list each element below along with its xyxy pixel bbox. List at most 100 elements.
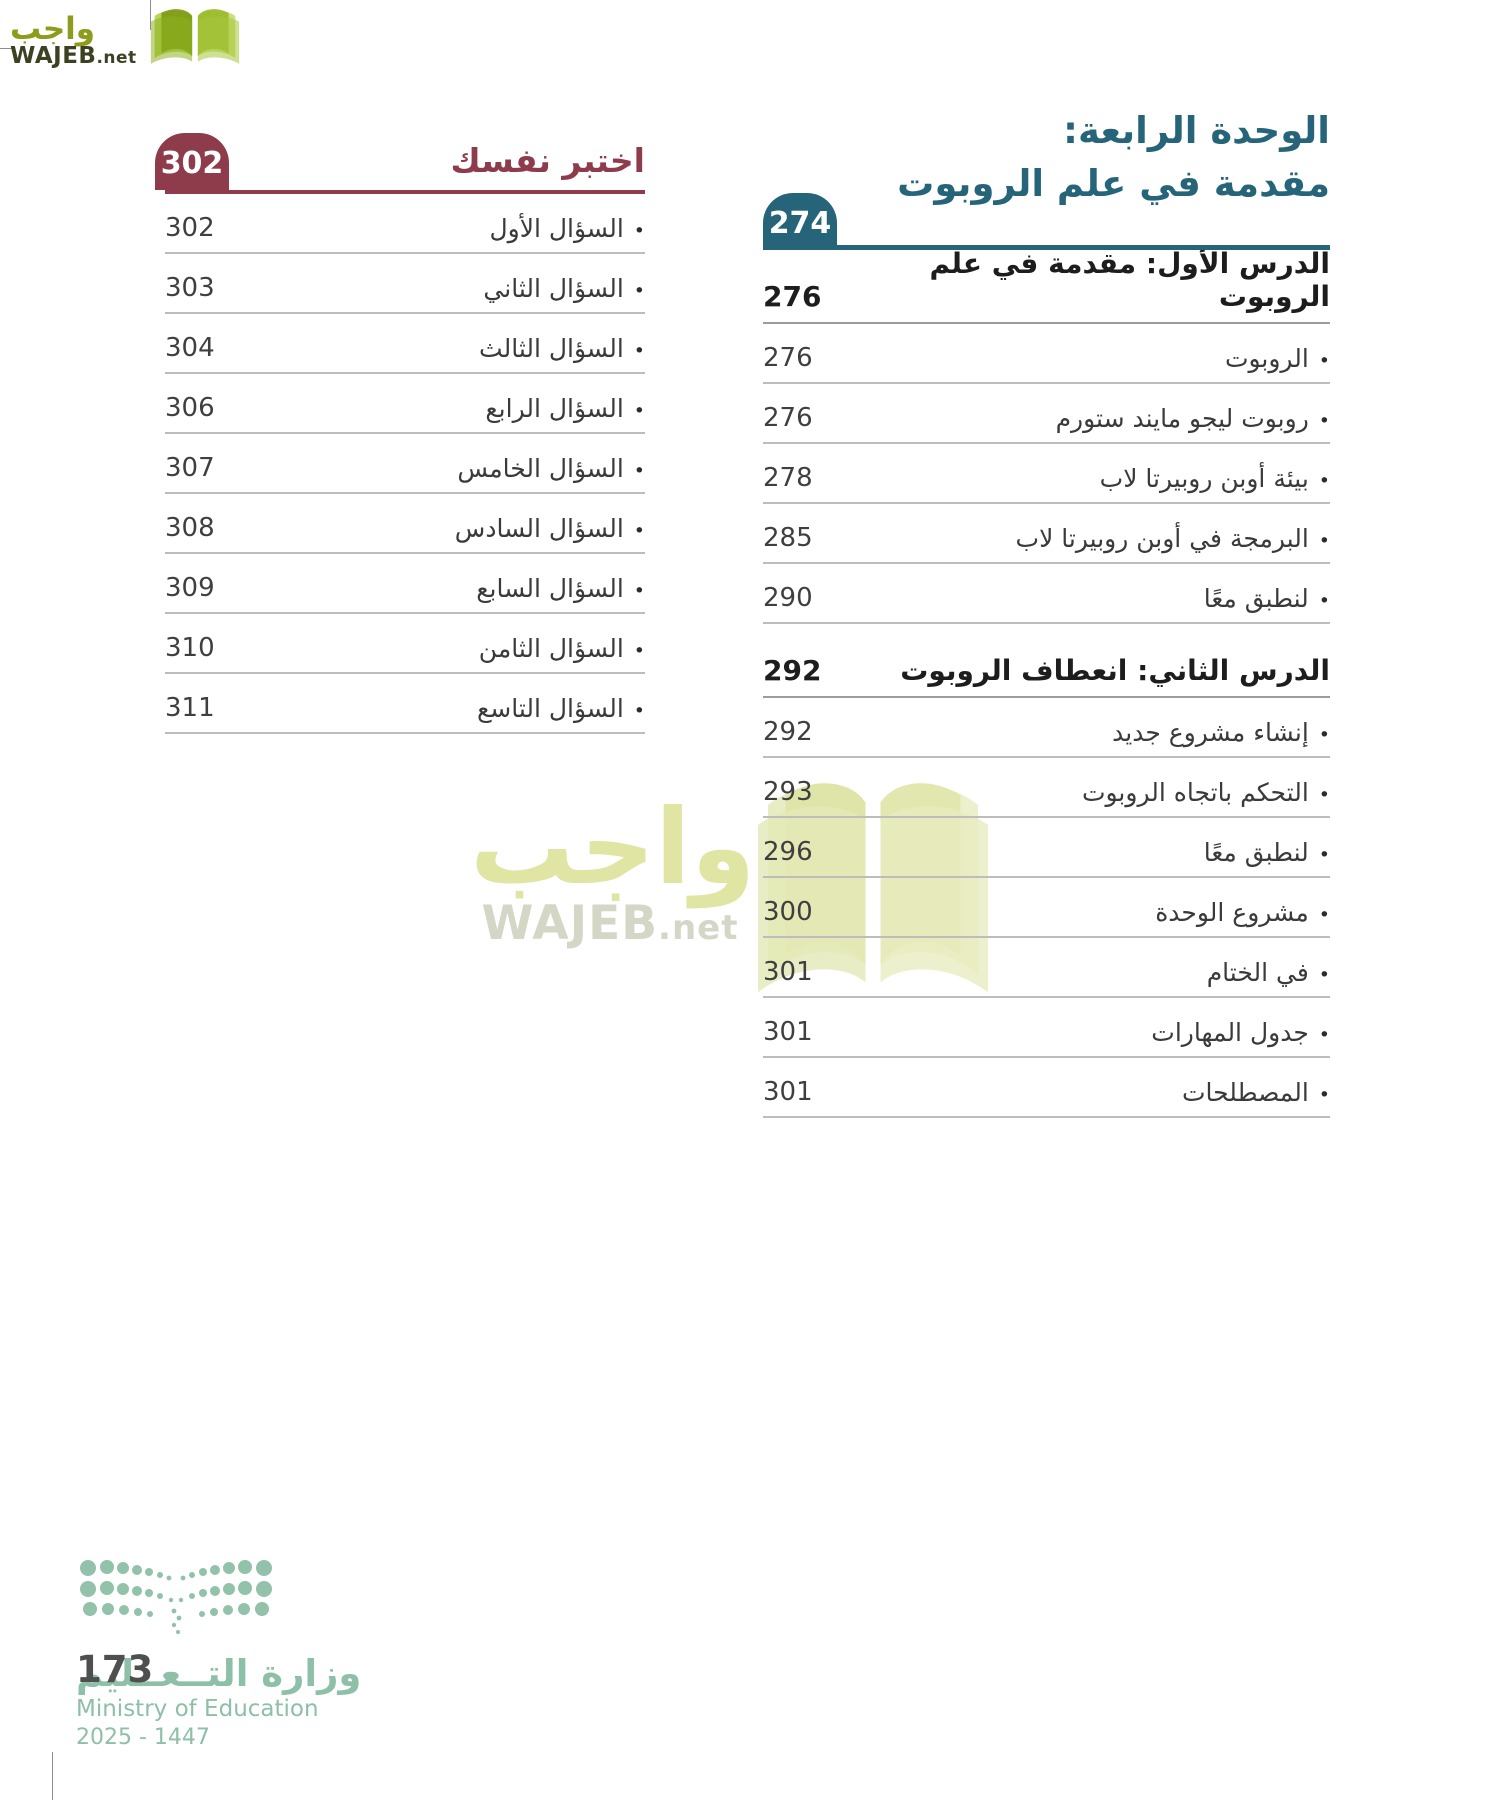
ministry-name-english: Ministry of Education <box>76 1696 319 1722</box>
toc-item-label: • السؤال السادس <box>455 514 645 543</box>
toc-item-page: 296 <box>763 837 813 867</box>
toc-item-label: • السؤال الخامس <box>457 454 645 483</box>
toc-item-page: 308 <box>165 513 215 543</box>
page-number: 173 <box>76 1648 154 1691</box>
toc-item-page: 301 <box>763 957 813 987</box>
toc-item-row[interactable]: • إنشاء مشروع جديد 292 <box>763 698 1330 758</box>
toc-lesson-page: 292 <box>763 654 822 687</box>
bullet-icon: • <box>1318 530 1330 552</box>
ministry-years: 2025 - 1447 <box>76 1725 210 1750</box>
toc-item-text: بيئة أوبن روبيرتا لاب <box>1099 464 1309 493</box>
toc-item-text: السؤال التاسع <box>476 694 624 723</box>
toc-item-row[interactable]: • بيئة أوبن روبيرتا لاب 278 <box>763 444 1330 504</box>
toc-item-row[interactable]: • السؤال الثالث 304 <box>165 314 645 374</box>
toc-item-text: في الختام <box>1206 958 1309 987</box>
toc-item-page: 300 <box>763 897 813 927</box>
unit-page-badge: 274 <box>763 193 837 250</box>
toc-item-row[interactable]: • الروبوت 276 <box>763 324 1330 384</box>
toc-item-text: السؤال الثاني <box>483 274 624 303</box>
crop-mark <box>0 48 14 49</box>
bullet-icon: • <box>1318 470 1330 492</box>
toc-item-row[interactable]: • لنطبق معًا 296 <box>763 818 1330 878</box>
toc-item-label: • السؤال الرابع <box>485 394 645 423</box>
bullet-icon: • <box>1318 590 1330 612</box>
toc-item-text: المصطلحات <box>1182 1078 1309 1107</box>
bullet-icon: • <box>1318 784 1330 806</box>
toc-item-label: • بيئة أوبن روبيرتا لاب <box>1100 464 1330 493</box>
ministry-logo-block: وزارة التــعــليم Ministry of Education … <box>76 1556 361 1752</box>
toc-lesson-title: الدرس الثاني: انعطاف الروبوت <box>900 654 1330 687</box>
toc-item-row[interactable]: • لنطبق معًا 290 <box>763 564 1330 624</box>
bullet-icon: • <box>633 640 645 662</box>
toc-item-page: 306 <box>165 393 215 423</box>
toc-lesson-row[interactable]: الدرس الأول: مقدمة في علم الروبوت 276 <box>763 247 1330 324</box>
toc-item-label: • إنشاء مشروع جديد <box>1112 718 1330 747</box>
test-yourself-header: اختبر نفسك 302 <box>155 116 645 194</box>
toc-item-label: • السؤال الثامن <box>479 634 645 663</box>
toc-item-label: • المصطلحات <box>1182 1078 1330 1107</box>
toc-item-row[interactable]: • السؤال الرابع 306 <box>165 374 645 434</box>
toc-item-row[interactable]: • روبوت ليجو مايند ستورم 276 <box>763 384 1330 444</box>
toc-item-page: 301 <box>763 1077 813 1107</box>
toc-item-label: • الروبوت <box>1225 344 1330 373</box>
toc-item-page: 276 <box>763 403 813 433</box>
watermark-text: واجب WAJEB.net <box>470 795 755 953</box>
toc-lesson-row[interactable]: الدرس الثاني: انعطاف الروبوت 292 <box>763 624 1330 698</box>
toc-item-label: • السؤال الثاني <box>483 274 645 303</box>
unit-rule-line <box>763 245 1330 250</box>
wajeb-logo-tld: .net <box>96 48 137 68</box>
crop-mark <box>150 0 151 30</box>
toc-item-page: 290 <box>763 583 813 613</box>
wajeb-logo-arabic: واجب <box>10 11 96 47</box>
toc-item-row[interactable]: • السؤال الخامس 307 <box>165 434 645 494</box>
toc-item-row[interactable]: • السؤال السابع 309 <box>165 554 645 614</box>
wajeb-logo: واجب WAJEB.net <box>10 6 243 70</box>
toc-item-label: • روبوت ليجو مايند ستورم <box>1056 404 1330 433</box>
bullet-icon: • <box>1318 904 1330 926</box>
toc-item-row[interactable]: • السؤال الثاني 303 <box>165 254 645 314</box>
toc-item-label: • التحكم باتجاه الروبوت <box>1082 778 1330 807</box>
toc-item-row[interactable]: • التحكم باتجاه الروبوت 293 <box>763 758 1330 818</box>
bullet-icon: • <box>633 280 645 302</box>
toc-item-page: 292 <box>763 717 813 747</box>
bullet-icon: • <box>633 520 645 542</box>
toc-item-row[interactable]: • السؤال السادس 308 <box>165 494 645 554</box>
toc-item-text: السؤال الأول <box>489 214 624 243</box>
toc-item-page: 302 <box>165 213 215 243</box>
toc-item-page: 303 <box>165 273 215 303</box>
toc-item-page: 293 <box>763 777 813 807</box>
toc-item-text: السؤال السادس <box>454 514 624 543</box>
toc-item-label: • في الختام <box>1207 958 1330 987</box>
toc-item-row[interactable]: • جدول المهارات 301 <box>763 998 1330 1058</box>
watermark-tld: .net <box>658 908 739 948</box>
toc-item-label: • السؤال التاسع <box>477 694 645 723</box>
bullet-icon: • <box>1318 844 1330 866</box>
toc-item-row[interactable]: • السؤال الثامن 310 <box>165 614 645 674</box>
toc-item-page: 276 <box>763 343 813 373</box>
toc-item-text: روبوت ليجو مايند ستورم <box>1055 404 1309 433</box>
toc-item-row[interactable]: • المصطلحات 301 <box>763 1058 1330 1118</box>
toc-item-row[interactable]: • في الختام 301 <box>763 938 1330 998</box>
toc-lesson-page: 276 <box>763 280 822 313</box>
toc-item-text: السؤال الثالث <box>479 334 624 363</box>
toc-item-label: • السؤال الثالث <box>479 334 645 363</box>
toc-item-label: • جدول المهارات <box>1151 1018 1330 1047</box>
ministry-name-arabic: وزارة التــعــليم <box>76 1652 362 1695</box>
toc-item-page: 285 <box>763 523 813 553</box>
wajeb-logo-latin: WAJEB.net <box>10 43 137 69</box>
unit-title-line2: مقدمة في علم الروبوت <box>897 162 1330 205</box>
bullet-icon: • <box>633 580 645 602</box>
toc-item-text: لنطبق معًا <box>1203 584 1309 613</box>
toc-item-row[interactable]: • البرمجة في أوبن روبيرتا لاب 285 <box>763 504 1330 564</box>
toc-item-text: السؤال الثامن <box>478 634 624 663</box>
toc-item-row[interactable]: • مشروع الوحدة 300 <box>763 878 1330 938</box>
toc-item-label: • السؤال الأول <box>490 214 646 243</box>
toc-item-text: السؤال الرابع <box>485 394 624 423</box>
toc-item-row[interactable]: • السؤال التاسع 311 <box>165 674 645 734</box>
toc-item-page: 311 <box>165 693 215 723</box>
toc-item-label: • البرمجة في أوبن روبيرتا لاب <box>1016 524 1330 553</box>
toc-item-page: 309 <box>165 573 215 603</box>
toc-item-text: السؤال السابع <box>476 574 624 603</box>
open-book-icon <box>150 9 239 64</box>
toc-item-row[interactable]: • السؤال الأول 302 <box>165 194 645 254</box>
